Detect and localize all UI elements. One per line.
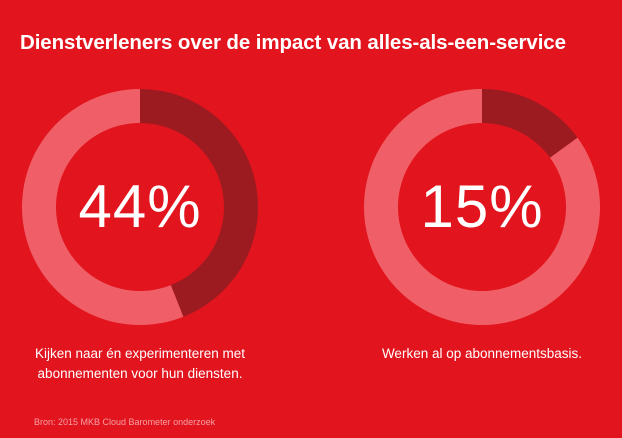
donut-chart-right: 15% [362,87,602,327]
donut-right-value-slice [482,89,578,158]
donut-svg-left [22,89,258,325]
donut-left-value-slice [140,89,258,317]
donut-left-percentage: 44% [78,173,202,240]
caption-right: Werken al op abonnementsbasis. [381,346,583,361]
source-note: Bron: 2015 MKB Cloud Barometer onderzoek [34,417,216,427]
donut-svg-right [364,89,600,325]
donut-chart-left: 44% [20,87,260,327]
donut-left-rest-slice [22,89,184,325]
donut-right-percentage: 15% [420,173,544,240]
caption-left: Kijken naar én experimenteren met abonne… [34,346,246,381]
page-title: Dienstverleners over de impact van alles… [20,31,566,54]
